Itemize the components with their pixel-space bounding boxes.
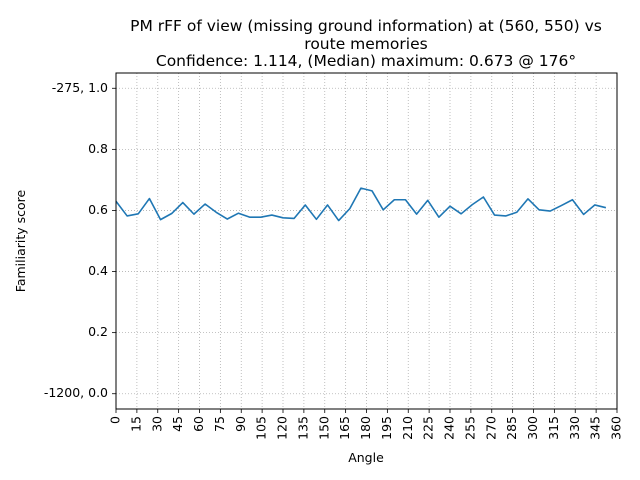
x-axis-label: Angle xyxy=(348,450,384,465)
x-tick-label: 180 xyxy=(358,416,373,440)
x-axis-ticks: 0 15 30 45 60 75 90 105 120 135 150 165 180 195 210 225… xyxy=(108,409,624,440)
x-tick-label: 240 xyxy=(442,416,457,440)
x-tick-label: 45 xyxy=(170,416,185,432)
y-tick-label: 0.4 xyxy=(88,263,108,278)
x-tick-label: 0 xyxy=(108,416,123,424)
x-tick-label: 360 xyxy=(609,416,624,440)
y-axis-label: Familiarity score xyxy=(13,189,28,292)
chart-title-line-1: PM rFF of view (missing ground informati… xyxy=(130,17,602,35)
y-tick-label: 0.2 xyxy=(88,324,108,339)
x-tick-label: 270 xyxy=(483,416,498,440)
x-tick-label: 165 xyxy=(337,416,352,440)
y-tick-label: 0.8 xyxy=(88,141,108,156)
x-tick-label: 345 xyxy=(588,416,603,440)
x-tick-label: 135 xyxy=(295,416,310,440)
x-tick-label: 15 xyxy=(128,416,143,432)
chart-title-line-2: route memories xyxy=(304,35,427,53)
x-tick-label: 255 xyxy=(462,416,477,440)
x-tick-label: 150 xyxy=(316,416,331,440)
x-tick-label: 90 xyxy=(233,416,248,432)
x-tick-label: 60 xyxy=(191,416,206,432)
y-tick-label: -275, 1.0 xyxy=(52,80,108,95)
chart-title: PM rFF of view (missing ground informati… xyxy=(130,17,602,70)
x-tick-label: 30 xyxy=(149,416,164,432)
x-tick-label: 225 xyxy=(421,416,436,440)
y-tick-label: -1200, 0.0 xyxy=(44,385,108,400)
x-tick-label: 300 xyxy=(525,416,540,440)
x-tick-label: 330 xyxy=(567,416,582,440)
series-line xyxy=(115,187,607,222)
x-tick-label: 315 xyxy=(546,416,561,440)
x-tick-label: 195 xyxy=(379,416,394,440)
y-axis-ticks: -1200, 0.0 0.2 0.4 0.6 0.8 -275, 1.0 xyxy=(44,80,116,400)
y-tick-label: 0.6 xyxy=(88,202,108,217)
chart-title-line-3: Confidence: 1.114, (Median) maximum: 0.6… xyxy=(156,52,576,70)
x-tick-label: 105 xyxy=(254,416,269,440)
x-tick-label: 285 xyxy=(504,416,519,440)
x-tick-label: 210 xyxy=(400,416,415,440)
x-tick-label: 120 xyxy=(275,416,290,440)
x-tick-label: 75 xyxy=(212,416,227,432)
data-series xyxy=(115,187,607,222)
